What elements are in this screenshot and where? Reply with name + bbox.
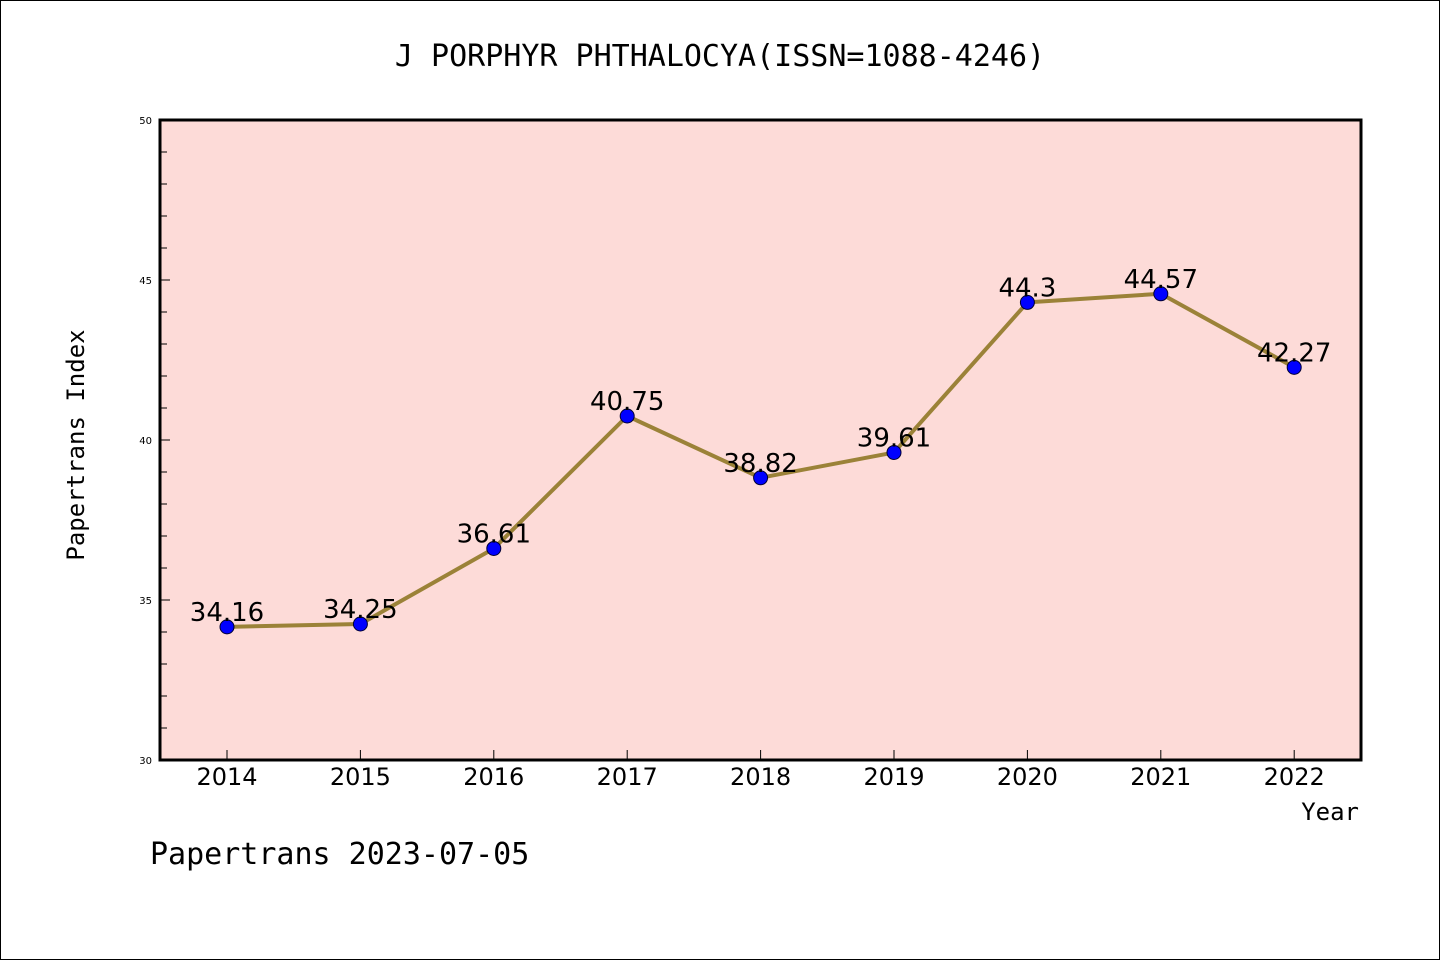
y-axis-ticks: 30 35 40 45 50 [139, 116, 170, 767]
series-group [219, 286, 1302, 635]
x-tick-label: 2015 [330, 763, 391, 791]
data-label: 42.27 [1257, 338, 1331, 368]
y-tick-label: 35 [139, 596, 152, 607]
data-point [352, 616, 368, 632]
data-point [753, 470, 769, 486]
x-axis-label: Year [1301, 798, 1359, 826]
y-tick-label: 45 [139, 276, 152, 287]
footer-caption: Papertrans 2023-07-05 [150, 837, 529, 872]
data-point [1153, 286, 1169, 302]
y-tick-label: 50 [139, 116, 152, 127]
x-tick-label: 2019 [863, 763, 924, 791]
x-tick-label: 2016 [463, 763, 524, 791]
y-tick-label: 30 [139, 756, 152, 767]
chart-title: J PORPHYR PHTHALOCYA(ISSN=1088-4246) [395, 39, 1045, 74]
data-label: 44.57 [1124, 265, 1198, 295]
data-label: 36.61 [457, 519, 531, 549]
data-point [1019, 294, 1035, 310]
x-tick-label: 2017 [597, 763, 658, 791]
y-tick-label: 40 [139, 436, 152, 447]
x-tick-label: 2018 [730, 763, 791, 791]
y-axis-label: Papertrans Index [62, 329, 90, 560]
data-point [1286, 359, 1302, 375]
data-point [219, 619, 235, 635]
data-label: 44.3 [998, 273, 1056, 303]
x-tick-label: 2014 [196, 763, 257, 791]
data-label: 34.16 [190, 598, 264, 628]
data-label: 40.75 [590, 387, 664, 417]
data-label-group: 34.16 34.25 36.61 40.75 38.82 39.61 44.3 44.57 4… [190, 265, 1332, 628]
x-axis-ticks: 2014 2015 2016 2017 2018 2019 2020 2021 2022 [196, 750, 1325, 791]
data-label: 38.82 [723, 449, 797, 479]
plot-area [158, 118, 1363, 762]
x-tick-label: 2021 [1130, 763, 1191, 791]
data-point [619, 408, 635, 424]
data-point [886, 444, 902, 460]
data-label: 34.25 [323, 595, 397, 625]
x-tick-label: 2022 [1264, 763, 1325, 791]
data-label: 39.61 [857, 423, 931, 453]
data-point [486, 540, 502, 556]
x-tick-label: 2020 [997, 763, 1058, 791]
